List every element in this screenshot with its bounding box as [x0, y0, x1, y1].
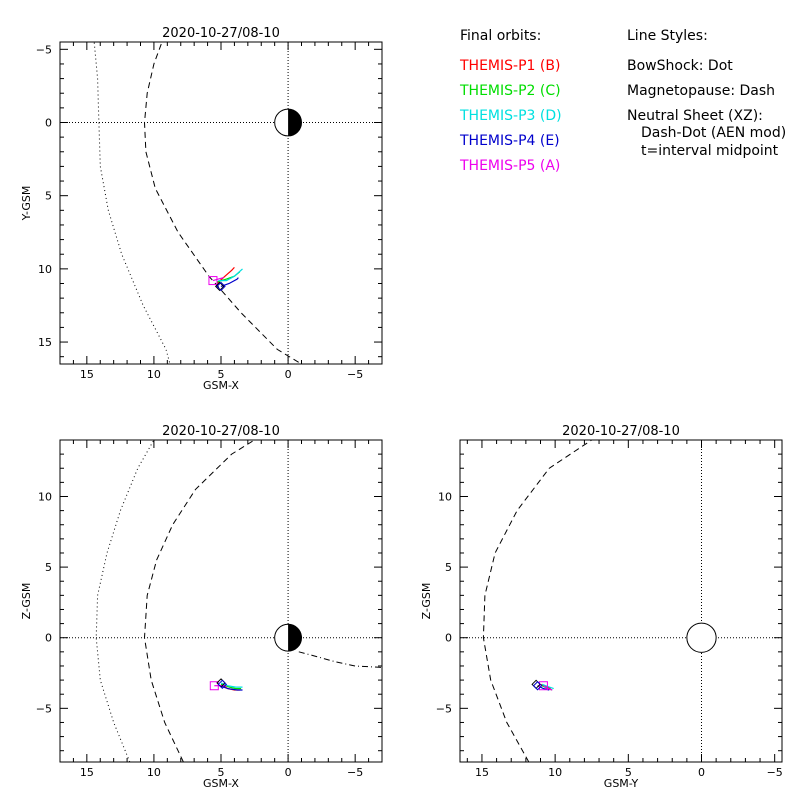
marker-square-1 [209, 681, 219, 691]
y-axis-label: Z-GSM [420, 583, 433, 620]
x-tick-label: 10 [548, 766, 562, 779]
y-tick-label: 0 [45, 117, 52, 130]
orbit-track-5 [212, 277, 224, 282]
magnetopause-curve [143, 440, 255, 762]
y-axis-label: Z-GSM [20, 583, 33, 620]
orbit-legend: Final orbits: THEMIS-P1 (B) THEMIS-P2 (C… [459, 28, 562, 174]
plot-area [460, 440, 782, 762]
style-dash-dot: Dash-Dot (AEN mod) [641, 125, 786, 141]
line-styles-legend: Line Styles: BowShock: Dot Magnetopause:… [627, 28, 786, 159]
style-neutral-sheet: Neutral Sheet (XZ): [627, 108, 763, 124]
style-bowshock: BowShock: Dot [627, 58, 733, 74]
marker-diamond-3 [532, 681, 543, 691]
orbit-track-1 [216, 266, 235, 284]
legend-probe-p1: THEMIS-P1 (B) [459, 58, 560, 74]
plot-title: 2020-10-27/08-10 [162, 424, 280, 439]
x-tick-label: 10 [147, 766, 161, 779]
x-tick-label: −5 [347, 766, 363, 779]
x-tick-label: 0 [285, 368, 292, 381]
style-magnetopause: Magnetopause: Dash [627, 83, 775, 99]
legend-probe-p5: THEMIS-P5 (A) [459, 158, 560, 174]
x-tick-label: 10 [147, 368, 161, 381]
plot-title: 2020-10-27/08-10 [562, 424, 680, 439]
orbit-track-3 [218, 268, 243, 282]
bow-shock-curve [95, 440, 155, 762]
x-axis-label: GSM-Y [604, 777, 639, 790]
y-tick-label: −5 [436, 702, 452, 715]
styles-title: Line Styles: [627, 28, 708, 44]
legend-probe-p3: THEMIS-P3 (D) [459, 108, 562, 124]
x-tick-label: 5 [218, 766, 225, 779]
x-tick-label: −5 [767, 766, 783, 779]
magnetopause-curve [482, 440, 592, 762]
x-tick-label: −5 [347, 368, 363, 381]
x-tick-label: 15 [80, 368, 94, 381]
y-axis-label: Y-GSM [20, 186, 33, 222]
orbit-track-4 [220, 277, 239, 287]
x-axis-label: GSM-X [203, 379, 239, 392]
marker-square-1 [538, 681, 548, 691]
plot-panel-1: 15 10 5 0 −5 −5 0 5 10 15 2020-10-27/08-10 GSM-X Y-G… [20, 26, 383, 392]
x-tick-label: 15 [80, 766, 94, 779]
style-midpoint: t=interval midpoint [641, 143, 779, 159]
y-tick-label: 5 [45, 190, 52, 203]
x-tick-label: 15 [475, 766, 489, 779]
plot-area [60, 42, 382, 364]
legend-probe-p4: THEMIS-P4 (E) [459, 133, 560, 149]
plots-group: 15 10 5 0 −5 −5 0 5 10 15 2020-10-27/08-10 GSM-X Y-G… [20, 26, 783, 790]
y-tick-label: 15 [38, 336, 52, 349]
y-tick-label: −5 [36, 43, 52, 56]
x-tick-label: 0 [698, 766, 705, 779]
marker-diamond-3 [216, 281, 226, 292]
orbits-title: Final orbits: [460, 28, 541, 44]
orbit-track-3 [220, 682, 243, 688]
neutral-sheet-curve [298, 651, 382, 668]
x-tick-label: 5 [218, 368, 225, 381]
plot-title: 2020-10-27/08-10 [162, 26, 280, 41]
earth-night-side [288, 624, 302, 652]
y-tick-label: 5 [445, 561, 452, 574]
marker-diamond-2 [214, 281, 225, 292]
marker-square-1 [208, 276, 218, 286]
marker-diamond-3 [217, 679, 228, 690]
magnetopause-curve [143, 42, 302, 364]
y-tick-label: 10 [438, 490, 452, 503]
x-tick-label: 0 [285, 766, 292, 779]
y-tick-label: 10 [38, 263, 52, 276]
y-tick-label: −5 [36, 702, 52, 715]
bow-shock-curve [93, 42, 171, 364]
plot-panel-2: 15 10 5 0 −5 −5 0 5 10 2020-10-27/08-10 GSM-X Z-GSM [20, 424, 383, 790]
y-tick-label: 0 [445, 632, 452, 645]
y-tick-label: 10 [38, 490, 52, 503]
plot-panel-3: 15 10 5 0 −5 −5 0 5 10 2020-10-27/08-10 GSM-Y Z-GSM [420, 424, 783, 790]
y-tick-label: 0 [45, 632, 52, 645]
y-tick-label: 5 [45, 561, 52, 574]
plot-area [60, 440, 382, 762]
x-tick-label: 5 [625, 766, 632, 779]
earth-circle [686, 622, 717, 653]
earth-night-side [288, 109, 302, 136]
orbit-track-3 [541, 683, 554, 690]
legend-probe-p2: THEMIS-P2 (C) [459, 83, 561, 99]
plot-frame [459, 439, 783, 763]
x-axis-label: GSM-X [203, 777, 239, 790]
